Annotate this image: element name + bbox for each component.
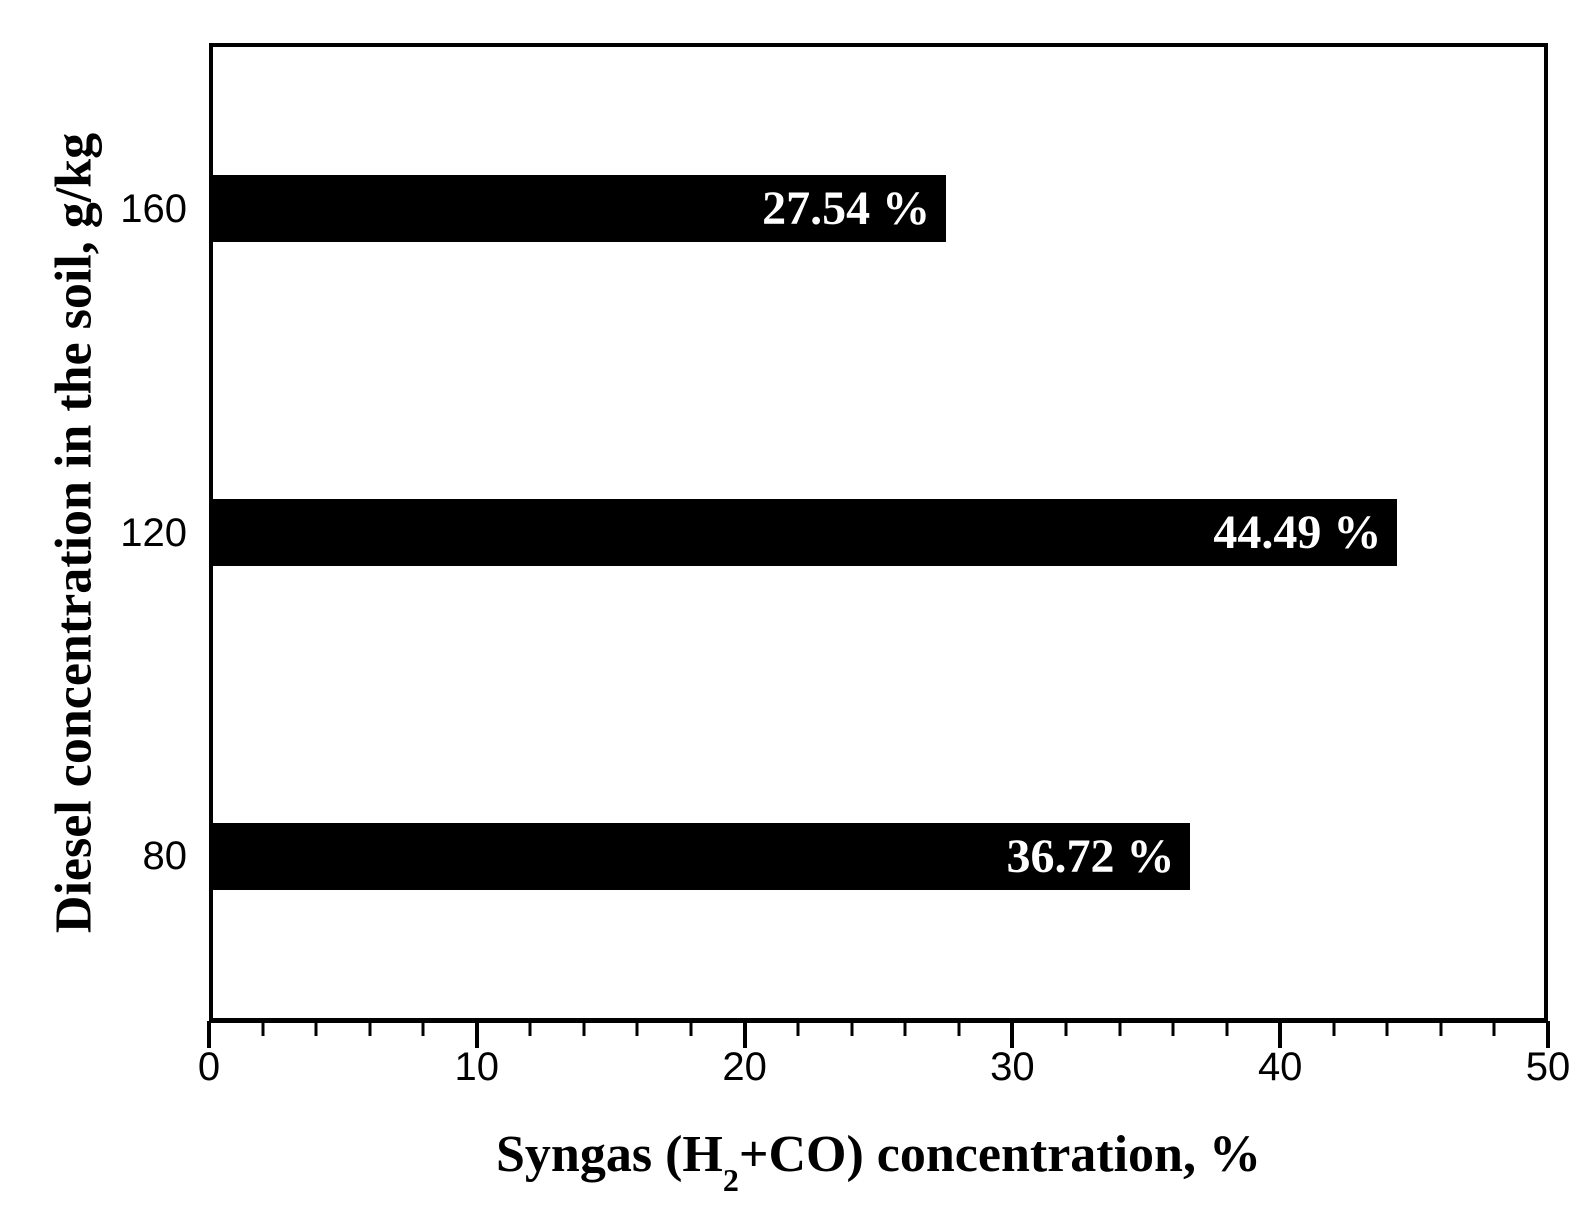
x-minor-tick [796, 1021, 800, 1036]
x-minor-tick [314, 1021, 318, 1036]
x-major-tick [1546, 1021, 1550, 1048]
x-tick-label: 10 [454, 1045, 500, 1089]
x-minor-tick [582, 1021, 586, 1036]
x-axis-title: Syngas (H2+CO) concentration, % [209, 1125, 1548, 1196]
x-major-tick [474, 1021, 479, 1048]
x-minor-tick [368, 1021, 372, 1036]
x-minor-tick [1492, 1021, 1496, 1036]
x-minor-tick [1385, 1021, 1389, 1036]
bar-value-label: 44.49 % [1213, 506, 1382, 559]
bar-value-label: 36.72 % [1006, 830, 1175, 883]
y-tick-label: 120 [120, 511, 187, 555]
x-axis-tick-labels: 0 10 20 30 40 50 [198, 1045, 1570, 1090]
x-minor-tick [1332, 1021, 1336, 1036]
x-major-tick [1010, 1021, 1015, 1048]
x-major-tick [207, 1021, 211, 1048]
x-tick-label: 30 [990, 1045, 1035, 1089]
bar-value-label: 27.54 % [762, 182, 931, 235]
x-major-tick [742, 1021, 747, 1048]
x-minor-tick [261, 1021, 265, 1036]
bar: 36.72 % [213, 823, 1191, 890]
x-tick-label: 40 [1257, 1045, 1303, 1089]
x-tick-label: 50 [1525, 1045, 1571, 1089]
x-minor-tick [635, 1021, 639, 1036]
x-axis-title-subscript: 2 [722, 1162, 739, 1198]
bar: 44.49 % [213, 499, 1398, 566]
x-minor-tick [903, 1021, 907, 1036]
x-tick-label: 20 [722, 1045, 767, 1089]
x-minor-tick [957, 1021, 961, 1036]
y-tick-label: 80 [142, 834, 188, 878]
bar: 27.54 % [213, 175, 947, 242]
x-axis-ticks [207, 1021, 1550, 1051]
x-minor-tick [850, 1021, 854, 1036]
x-minor-tick [1225, 1021, 1229, 1036]
x-minor-tick [528, 1021, 532, 1036]
y-axis-tick-labels: 160 120 80 [0, 0, 187, 1226]
plot-area: 27.54 % 44.49 % 36.72 % [209, 43, 1548, 1023]
x-minor-tick [1064, 1021, 1068, 1036]
x-minor-tick [421, 1021, 425, 1036]
x-axis-title-pre: Syngas (H [496, 1126, 723, 1183]
x-minor-tick [689, 1021, 693, 1036]
x-minor-tick [1439, 1021, 1443, 1036]
x-minor-tick [1118, 1021, 1122, 1036]
x-minor-tick [1171, 1021, 1175, 1036]
y-tick-label: 160 [120, 187, 187, 231]
x-axis-title-post: +CO) concentration, % [738, 1126, 1261, 1183]
x-tick-label: 0 [197, 1045, 221, 1089]
x-major-tick [1278, 1021, 1283, 1048]
